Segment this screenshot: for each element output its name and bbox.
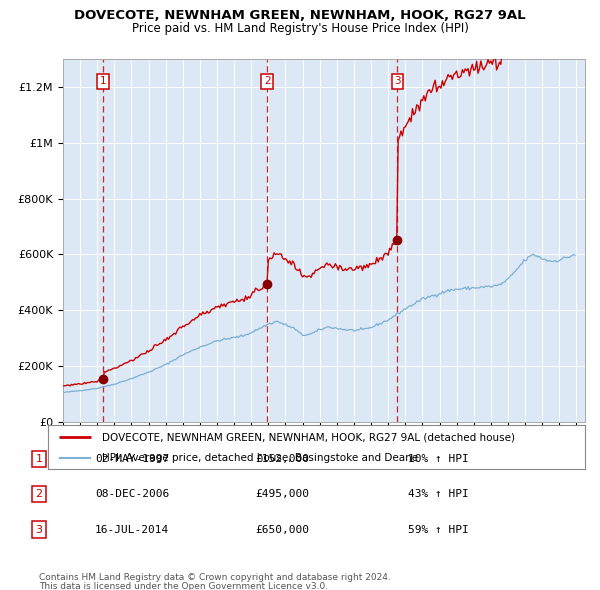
Text: Price paid vs. HM Land Registry's House Price Index (HPI): Price paid vs. HM Land Registry's House … xyxy=(131,22,469,35)
Text: £152,000: £152,000 xyxy=(255,454,309,464)
Text: 59% ↑ HPI: 59% ↑ HPI xyxy=(408,525,469,535)
Text: This data is licensed under the Open Government Licence v3.0.: This data is licensed under the Open Gov… xyxy=(39,582,328,590)
Text: HPI: Average price, detached house, Basingstoke and Deane: HPI: Average price, detached house, Basi… xyxy=(102,453,418,463)
Text: 2: 2 xyxy=(264,76,271,86)
Text: 08-DEC-2006: 08-DEC-2006 xyxy=(95,489,169,499)
Text: DOVECOTE, NEWNHAM GREEN, NEWNHAM, HOOK, RG27 9AL (detached house): DOVECOTE, NEWNHAM GREEN, NEWNHAM, HOOK, … xyxy=(102,432,515,442)
Text: 1: 1 xyxy=(100,76,106,86)
Text: 10% ↑ HPI: 10% ↑ HPI xyxy=(408,454,469,464)
Text: 1: 1 xyxy=(35,454,43,464)
Text: 16-JUL-2014: 16-JUL-2014 xyxy=(95,525,169,535)
Text: DOVECOTE, NEWNHAM GREEN, NEWNHAM, HOOK, RG27 9AL: DOVECOTE, NEWNHAM GREEN, NEWNHAM, HOOK, … xyxy=(74,9,526,22)
Text: 02-MAY-1997: 02-MAY-1997 xyxy=(95,454,169,464)
Text: £495,000: £495,000 xyxy=(255,489,309,499)
Text: 2: 2 xyxy=(35,489,43,499)
Text: £650,000: £650,000 xyxy=(255,525,309,535)
Text: Contains HM Land Registry data © Crown copyright and database right 2024.: Contains HM Land Registry data © Crown c… xyxy=(39,573,391,582)
Text: 43% ↑ HPI: 43% ↑ HPI xyxy=(408,489,469,499)
Text: 3: 3 xyxy=(394,76,401,86)
Text: 3: 3 xyxy=(35,525,43,535)
